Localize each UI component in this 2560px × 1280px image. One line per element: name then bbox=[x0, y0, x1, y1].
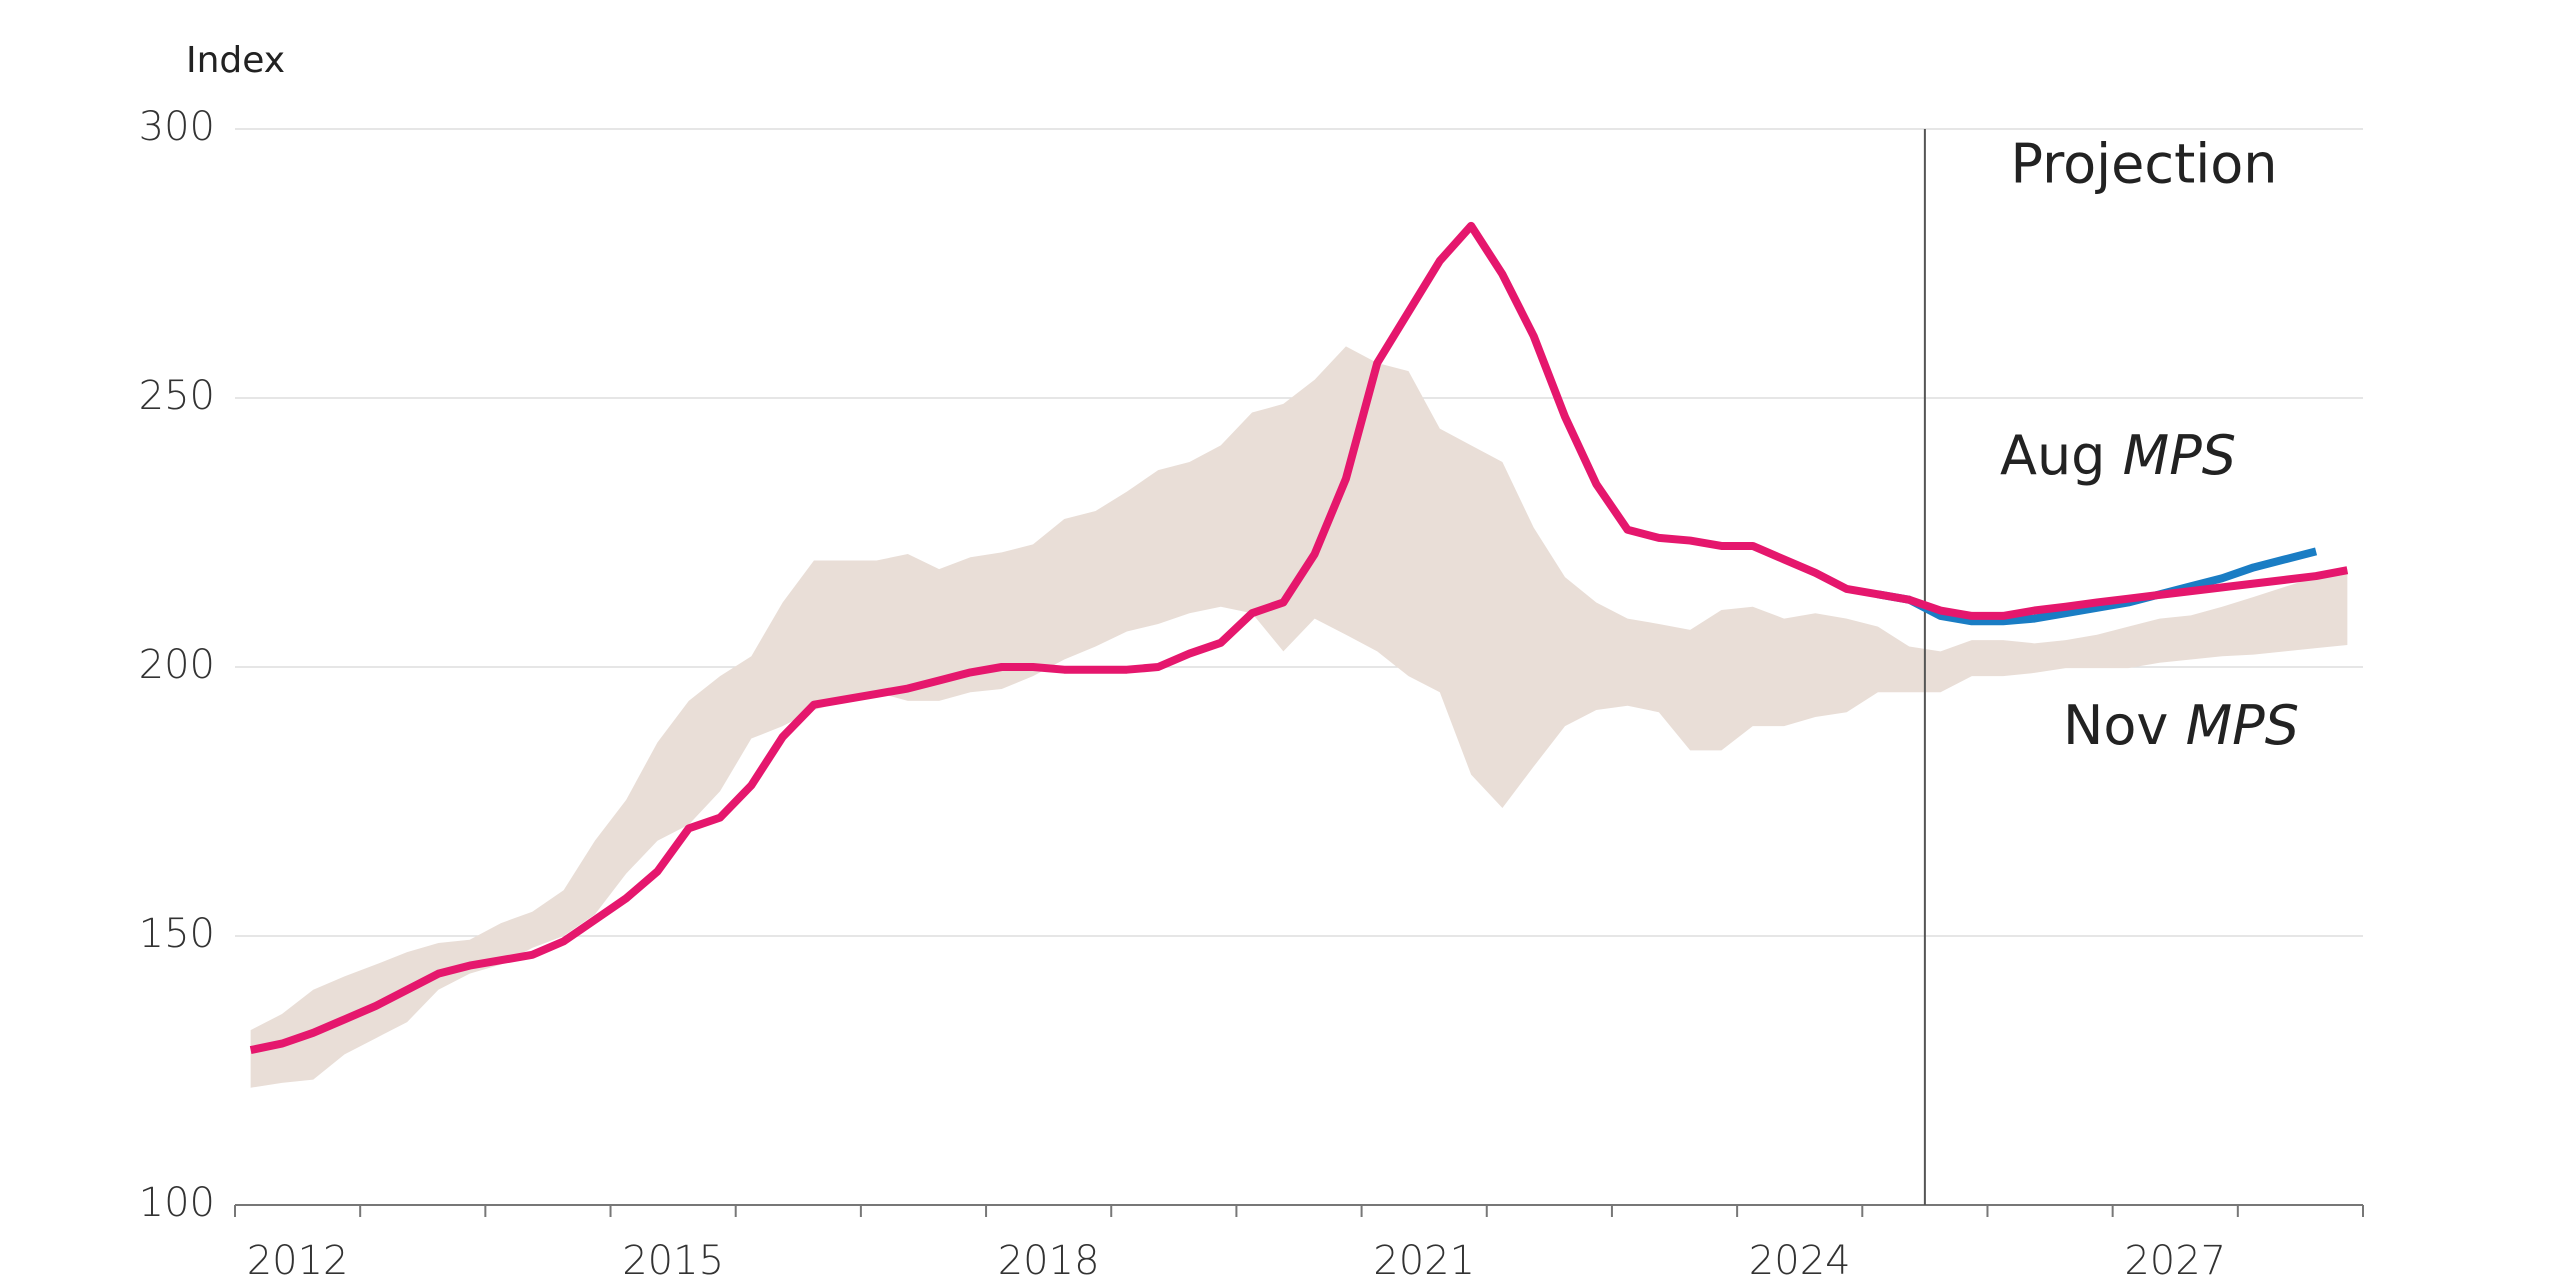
x-tick-label: 2027 bbox=[2124, 1238, 2226, 1280]
x-tick-label: 2015 bbox=[622, 1238, 724, 1280]
y-tick-label: 300 bbox=[139, 104, 215, 150]
y-axis-label: Index bbox=[186, 40, 285, 81]
legend-label: Aug MPS bbox=[2000, 424, 2236, 487]
x-tick-label: 2024 bbox=[1749, 1238, 1851, 1280]
y-tick-label: 100 bbox=[139, 1180, 215, 1226]
x-tick-label: 2021 bbox=[1373, 1238, 1475, 1280]
legend-label: Nov MPS bbox=[2063, 694, 2299, 757]
y-tick-label: 150 bbox=[139, 911, 215, 957]
uncertainty-band bbox=[250, 346, 2348, 1088]
x-tick-label: 2018 bbox=[998, 1238, 1100, 1280]
y-tick-label: 250 bbox=[139, 373, 215, 419]
x-tick-label: 2012 bbox=[247, 1238, 349, 1280]
projection-label: Projection bbox=[2010, 133, 2277, 196]
series-line bbox=[1877, 547, 2318, 626]
series-line bbox=[249, 221, 2349, 1054]
y-tick-label: 200 bbox=[139, 642, 215, 688]
